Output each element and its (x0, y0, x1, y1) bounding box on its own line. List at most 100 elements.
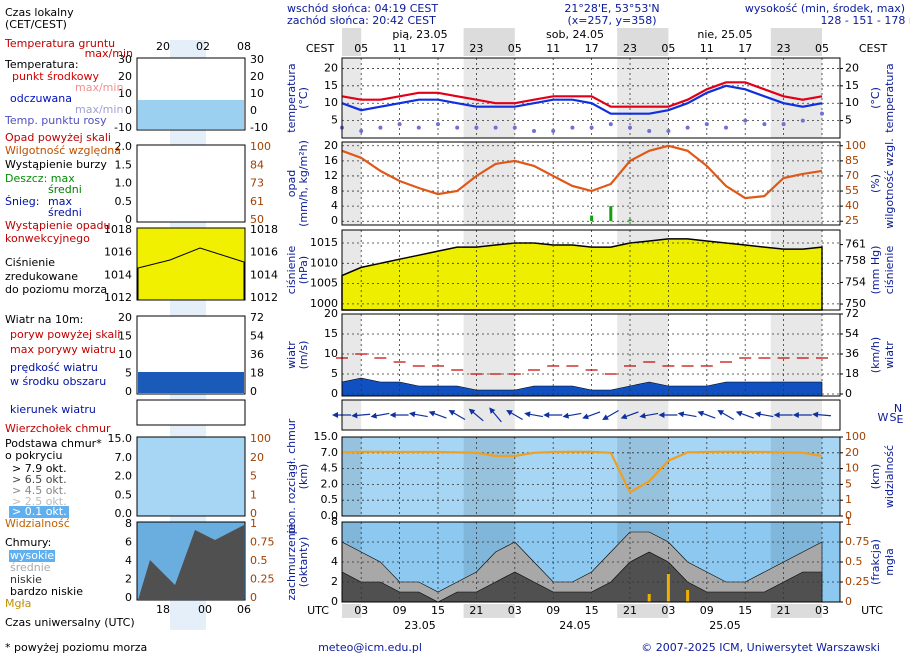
mini-tick-label: -10 (250, 121, 268, 134)
legend-label: Deszcz: max (5, 172, 75, 185)
x-tick-label: 09 (546, 604, 560, 617)
mini-tick-label: 20 (250, 451, 264, 464)
dot (436, 122, 440, 127)
dot (416, 125, 421, 130)
dot (570, 125, 575, 130)
axis-title: (frakcja) (869, 539, 882, 585)
axis-title: (km) (297, 464, 310, 490)
arrow-head (602, 414, 609, 420)
arrow-head (408, 411, 416, 418)
night-band (463, 314, 515, 396)
dot (455, 125, 460, 130)
mini-tick-label: 0.0 (115, 507, 133, 520)
label: 21°28'E, 53°53'N (564, 2, 659, 15)
mini-tick-label: 7.0 (115, 451, 133, 464)
night-band (463, 604, 515, 618)
mini-tick-label: 10 (118, 87, 132, 100)
axis-title: wilgotność wzgl. (883, 138, 896, 228)
label: 128 - 151 - 178 m (820, 14, 910, 27)
date-label: 25.05 (709, 619, 741, 632)
arrow-head (812, 411, 819, 418)
axis-title: (mm Hg) (869, 246, 882, 295)
y2-tick-label: 0 (845, 595, 852, 608)
y2-tick-label: 1 (845, 493, 852, 506)
panel-bg (342, 142, 840, 225)
x-tick-label: 17 (738, 42, 752, 55)
y2-tick-label: 36 (845, 347, 859, 360)
night-band (342, 604, 362, 618)
night-band (617, 604, 669, 618)
y2-tick-label: 85 (845, 154, 859, 167)
arrow-head (792, 411, 799, 418)
arrow-head (448, 410, 456, 416)
y2-tick-label: 754 (845, 275, 866, 288)
night-band (770, 604, 822, 618)
y-tick-label: 12 (324, 169, 338, 182)
wind-arrow (792, 411, 812, 418)
legend-label: poryw powyżej skali (10, 328, 120, 341)
y-tick-label: 5 (331, 367, 338, 380)
mini-tick-label: 4 (125, 554, 132, 567)
dot (685, 125, 690, 130)
mini-tick-label: 1012 (104, 291, 132, 304)
y-tick-label: 15 (324, 79, 338, 92)
legend-label: > 2.5 okt. (12, 495, 67, 508)
legend-label: Temp. punktu rosy (4, 114, 107, 127)
night-band (617, 28, 669, 56)
mini-tick-label: 72 (250, 311, 264, 324)
axis-title: widzialność (883, 445, 896, 508)
mini-tick-label: 0.5 (115, 488, 133, 501)
dot (608, 122, 613, 127)
wind-arrow (602, 409, 619, 420)
mini-tick-label: 1018 (104, 223, 132, 236)
legend-label: Czas uniwersalny (UTC) (5, 616, 135, 629)
axis-title: opad (285, 170, 298, 197)
night-band (463, 437, 515, 516)
wind-arrow (408, 411, 428, 418)
y2-tick-label: 25 (845, 214, 859, 227)
y2-tick-label: 18 (845, 367, 859, 380)
arrow-head (620, 413, 628, 420)
y-tick-label: 1015 (310, 236, 338, 249)
mini-tick-label: 15 (118, 330, 132, 343)
y2-tick-label: 70 (845, 169, 859, 182)
axis-title: (°C) (297, 87, 310, 109)
legend-label: średni (48, 183, 82, 196)
x-tick-label: 05 (661, 42, 675, 55)
mini-tick-label: 0 (250, 385, 257, 398)
mini-tick-label: 1016 (104, 246, 132, 259)
mini-hour: 20 (156, 40, 170, 53)
night-band (342, 437, 362, 516)
mini-tick-label: 1 (250, 488, 257, 501)
x-tick-label: 03 (661, 604, 675, 617)
panel-frame (341, 57, 841, 139)
dot (647, 129, 652, 134)
mini-fill (138, 372, 244, 393)
legend-label: Wilgotność względna (5, 144, 121, 157)
line (341, 144, 823, 200)
mini-tick-label: 2.0 (115, 470, 133, 483)
y2-tick-label: 10 (845, 96, 859, 109)
y2-tick-label: 1 (845, 515, 852, 528)
wind-arrow (351, 412, 371, 419)
mini-tick-label: 10 (250, 87, 264, 100)
compass: N (894, 402, 902, 415)
arrow-head (582, 413, 589, 420)
y-tick-label: 1010 (310, 256, 338, 269)
wind-arrow (389, 412, 409, 419)
axis-title: (km) (869, 464, 882, 490)
night-band (342, 142, 362, 225)
legend-label: Opad powyżej skali (5, 131, 111, 144)
legend-label: wysokie (10, 549, 54, 562)
mini-tick-label: 54 (250, 330, 264, 343)
mini-tick-label: 0 (125, 385, 132, 398)
legend-label: Mgła (5, 597, 31, 610)
mini-tick-label: 0 (250, 507, 257, 520)
wind-arrow (812, 411, 832, 418)
mini-hour: 08 (237, 40, 251, 53)
legend-label: (CET/CEST) (5, 18, 67, 31)
panel-frame (341, 141, 841, 226)
arrow-head (351, 412, 358, 419)
night-band (342, 314, 362, 396)
